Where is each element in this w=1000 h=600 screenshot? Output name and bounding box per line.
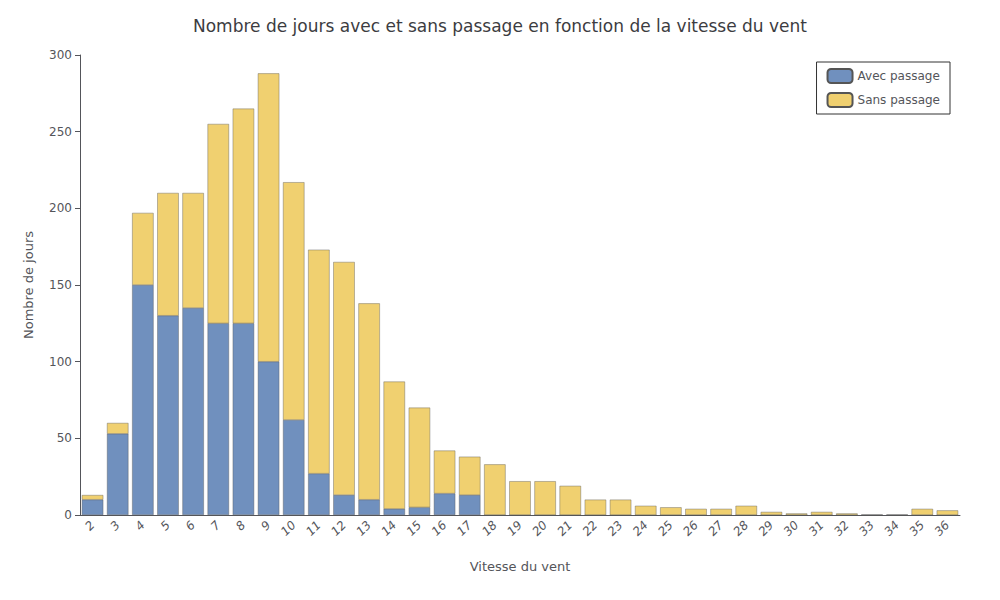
- svg-text:31: 31: [806, 518, 827, 539]
- svg-text:20: 20: [529, 518, 550, 539]
- svg-text:0: 0: [64, 508, 72, 522]
- svg-text:15: 15: [404, 518, 425, 539]
- svg-text:2: 2: [82, 518, 97, 533]
- svg-text:3: 3: [107, 518, 122, 533]
- svg-text:Sans passage: Sans passage: [858, 93, 940, 107]
- svg-text:12: 12: [328, 518, 349, 539]
- svg-text:8: 8: [233, 518, 249, 534]
- svg-text:Nombre de jours: Nombre de jours: [21, 231, 36, 339]
- svg-text:9: 9: [258, 518, 273, 533]
- svg-text:200: 200: [49, 201, 72, 215]
- svg-text:Nombre de jours avec et sans p: Nombre de jours avec et sans passage en …: [193, 16, 807, 36]
- svg-text:50: 50: [57, 431, 72, 445]
- svg-text:34: 34: [881, 518, 902, 539]
- svg-text:21: 21: [555, 518, 576, 539]
- svg-text:33: 33: [856, 518, 877, 539]
- svg-text:24: 24: [630, 518, 651, 539]
- svg-text:100: 100: [49, 355, 72, 369]
- svg-text:25: 25: [655, 518, 676, 539]
- svg-text:300: 300: [49, 48, 72, 62]
- svg-text:11: 11: [303, 518, 324, 539]
- svg-text:18: 18: [479, 518, 500, 539]
- svg-text:150: 150: [49, 278, 72, 292]
- svg-text:14: 14: [379, 518, 400, 539]
- svg-text:17: 17: [454, 518, 475, 539]
- svg-text:19: 19: [504, 518, 525, 539]
- svg-text:250: 250: [49, 125, 72, 139]
- svg-text:4: 4: [133, 518, 148, 533]
- svg-text:Avec passage: Avec passage: [858, 69, 940, 83]
- svg-text:36: 36: [932, 518, 953, 539]
- svg-text:26: 26: [680, 518, 701, 539]
- svg-text:32: 32: [831, 518, 852, 539]
- svg-text:16: 16: [429, 518, 450, 539]
- svg-text:10: 10: [278, 518, 299, 539]
- svg-text:13: 13: [353, 518, 374, 539]
- svg-text:22: 22: [580, 518, 601, 539]
- svg-text:5: 5: [158, 518, 173, 533]
- svg-text:23: 23: [605, 518, 626, 539]
- svg-text:7: 7: [208, 518, 224, 534]
- svg-text:35: 35: [907, 518, 928, 539]
- svg-text:6: 6: [183, 518, 199, 534]
- svg-text:27: 27: [705, 518, 726, 539]
- svg-text:Vitesse du vent: Vitesse du vent: [470, 559, 571, 574]
- svg-text:30: 30: [781, 518, 802, 539]
- svg-text:28: 28: [731, 518, 752, 539]
- svg-text:29: 29: [756, 518, 777, 539]
